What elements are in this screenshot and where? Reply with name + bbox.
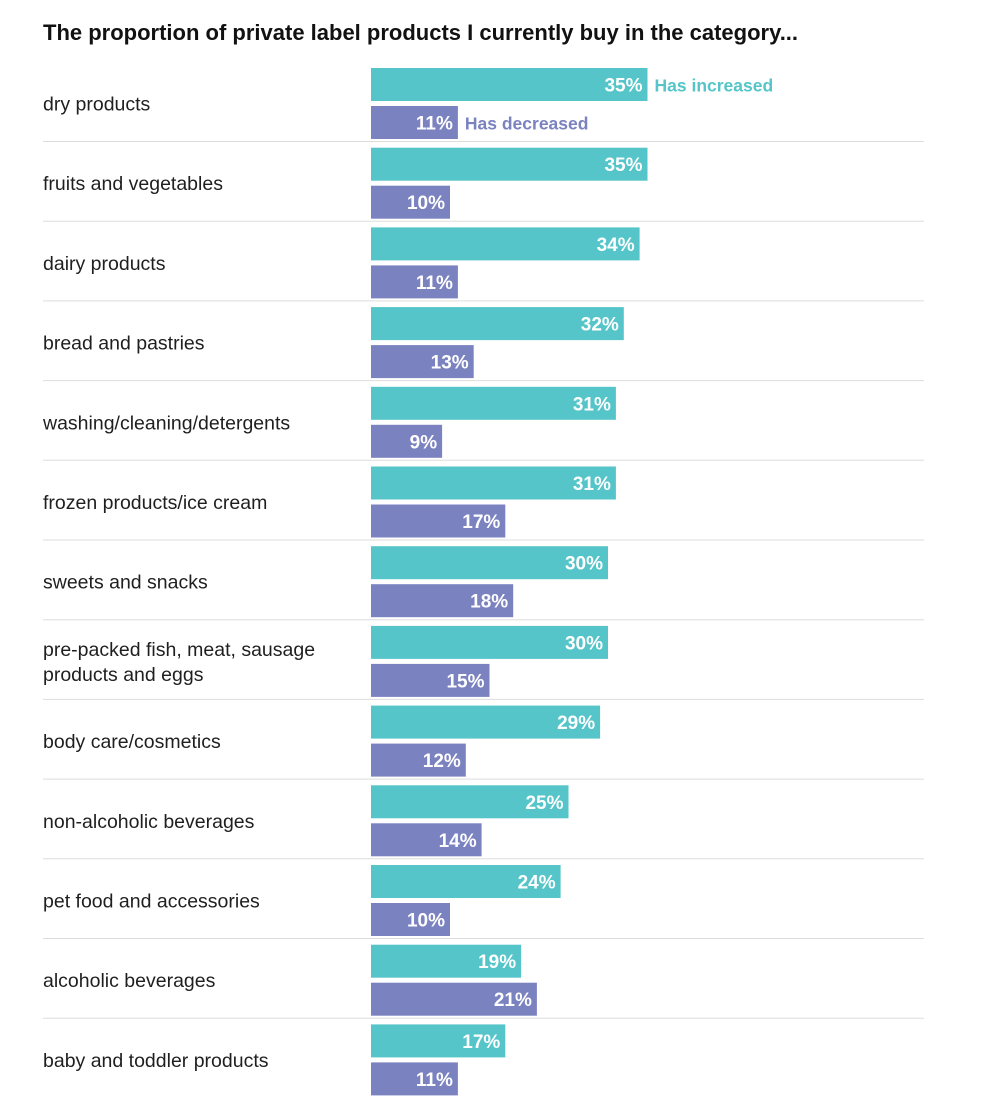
bar-value-label: 30%: [565, 554, 603, 575]
category-label: bread and pastries: [43, 333, 205, 355]
bar-value-label: 34%: [597, 235, 635, 256]
bar-value-label: 15%: [446, 671, 484, 692]
bar-value-label: 35%: [604, 155, 642, 176]
bar-value-label: 30%: [565, 633, 603, 654]
legend-decreased: Has decreased: [465, 114, 589, 134]
bar-value-label: 17%: [462, 1032, 500, 1053]
chart-row: baby and toddler products 17% 11%: [43, 1024, 506, 1096]
bar-value-label: 17%: [462, 512, 500, 533]
bar-decreased: [371, 345, 474, 379]
bar-decreased: [371, 265, 458, 299]
chart-row: bread and pastries 32% 13%: [43, 307, 624, 379]
bar-decreased: [371, 1062, 458, 1096]
category-label: washing/cleaning/detergents: [42, 412, 290, 434]
bar-value-label: 13%: [431, 353, 469, 374]
bar-increased: [371, 705, 601, 739]
bar-value-label: 32%: [581, 315, 619, 336]
chart-row: pre-packed fish, meat, sausage products a…: [43, 625, 608, 697]
chart-rows: dry products 35% Has increased 11% Has decre…: [42, 68, 773, 1096]
category-label: pet food and accessories: [43, 891, 260, 913]
category-label: non-alcoholic beverages: [43, 811, 255, 833]
category-label: dry products: [43, 94, 151, 116]
chart-row: alcoholic beverages 19% 21%: [43, 944, 537, 1016]
bar-value-label: 11%: [416, 114, 453, 135]
category-label: fruits and vegetables: [43, 173, 223, 195]
category-label: body care/cosmetics: [43, 731, 221, 753]
bar-value-label: 25%: [525, 793, 563, 814]
bar-increased: [371, 785, 569, 819]
chart-row: non-alcoholic beverages 25% 14%: [43, 785, 569, 857]
bar-value-label: 10%: [407, 193, 445, 214]
bar-value-label: 18%: [470, 592, 508, 613]
bar-increased: [371, 227, 640, 261]
bar-decreased: [371, 584, 514, 618]
chart-row: body care/cosmetics 29% 12%: [43, 705, 601, 777]
chart-row: sweets and snacks 30% 18%: [43, 546, 608, 618]
bar-increased: [371, 865, 561, 898]
legend-increased: Has increased: [655, 76, 774, 96]
bar-increased: [371, 546, 608, 580]
category-label: frozen products/ice cream: [43, 492, 267, 514]
chart-row: frozen products/ice cream 31% 17%: [43, 466, 616, 538]
bar-value-label: 14%: [439, 831, 477, 852]
bar-decreased: [371, 823, 482, 857]
bar-value-label: 12%: [423, 751, 461, 772]
bar-value-label: 10%: [407, 911, 445, 932]
bar-value-label: 31%: [573, 474, 611, 495]
bar-increased: [371, 466, 616, 500]
bar-decreased: [371, 903, 450, 936]
bar-decreased: [371, 106, 458, 139]
bar-value-label: 35%: [604, 76, 642, 97]
bar-value-label: 21%: [494, 990, 532, 1011]
bar-increased: [371, 68, 648, 101]
row-separators: [43, 141, 924, 1019]
bar-increased: [371, 386, 616, 420]
bar-value-label: 24%: [518, 873, 556, 894]
bar-increased: [371, 1024, 506, 1058]
chart-title: The proportion of private label products…: [43, 20, 799, 45]
bar-value-label: 19%: [478, 952, 516, 973]
bar-increased: [371, 944, 522, 978]
chart-row: washing/cleaning/detergents 31% 9%: [42, 386, 616, 458]
bar-value-label: 31%: [573, 394, 611, 415]
chart-row: dry products 35% Has increased 11% Has decre…: [43, 68, 773, 139]
bar-decreased: [371, 982, 537, 1016]
bar-increased: [371, 147, 648, 181]
bar-decreased: [371, 504, 506, 538]
chart-row: dairy products 34% 11%: [43, 227, 640, 299]
bar-value-label: 29%: [557, 713, 595, 734]
category-label: dairy products: [43, 253, 166, 275]
bar-increased: [371, 307, 624, 341]
bar-value-label: 11%: [416, 1070, 453, 1091]
category-label: pre-packed fish, meat, sausage products a…: [43, 639, 315, 686]
category-label: alcoholic beverages: [43, 970, 216, 992]
bar-decreased: [371, 743, 466, 777]
category-label: sweets and snacks: [43, 572, 208, 594]
chart-row: fruits and vegetables 35% 10%: [43, 147, 648, 219]
bar-decreased: [371, 424, 443, 458]
bar-value-label: 11%: [416, 273, 453, 294]
bar-decreased: [371, 185, 450, 219]
category-label: baby and toddler products: [43, 1050, 269, 1072]
bar-increased: [371, 625, 608, 659]
bar-decreased: [371, 663, 490, 697]
bar-value-label: 9%: [410, 432, 438, 453]
chart-row: pet food and accessories 24% 10%: [43, 865, 561, 936]
